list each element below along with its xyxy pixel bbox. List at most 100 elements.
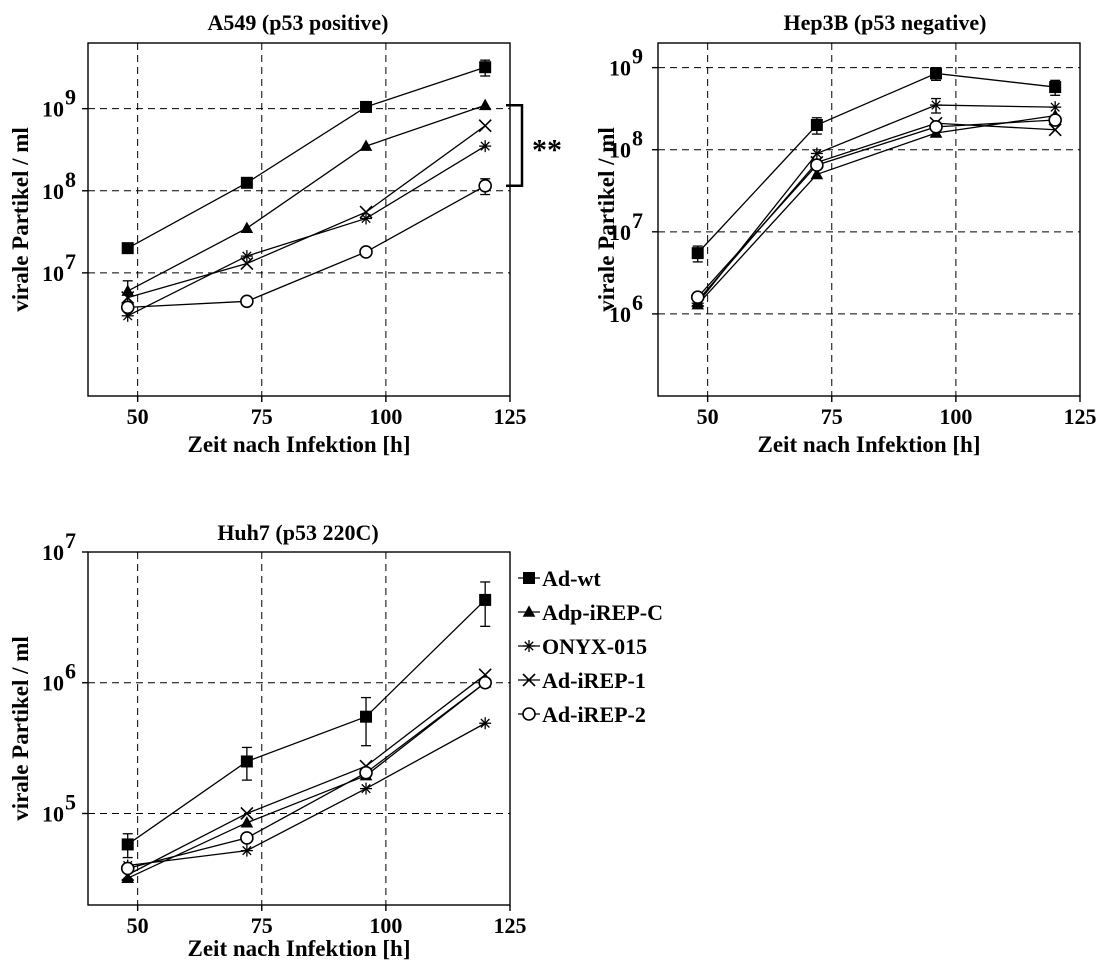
series-onyx-015: [121, 140, 492, 322]
data-point-ad-irep-1-72: [240, 256, 254, 271]
series-line-ad-irep-1: [127, 674, 486, 876]
series-line-onyx-015: [127, 145, 486, 317]
data-point-ad-irep-1-96: [359, 205, 373, 219]
y-tick-label-6: 10: [42, 671, 64, 696]
y-tick-label-7: 10: [42, 261, 64, 286]
data-point-onyx-015-72: [810, 147, 823, 160]
y-tick-exponent-7: 7: [65, 249, 76, 274]
series-ad-irep-1: [121, 668, 492, 882]
y-tick-label-9: 10: [609, 56, 631, 81]
series-ad-irep-2: [120, 675, 492, 876]
data-point-ad-irep-2-96: [359, 765, 373, 780]
series-line-onyx-015: [127, 722, 486, 867]
data-point-onyx-015-96: [360, 782, 373, 795]
y-tick-exponent-5: 5: [65, 789, 76, 814]
legend-marker: [523, 572, 535, 584]
chart-title: Huh7 (p53 220C): [217, 520, 378, 545]
data-point-ad-wt-72: [810, 119, 823, 132]
series-line-ad-irep-2: [127, 682, 486, 870]
y-tick-exponent-8: 8: [632, 126, 643, 151]
series-line-adp-irep-c: [127, 682, 486, 879]
plot-frame: [657, 42, 1081, 397]
data-point-onyx-015-72: [240, 844, 253, 857]
y-tick-label-5: 10: [42, 801, 64, 826]
legend-label: Ad-iREP-1: [542, 668, 646, 693]
data-point-ad-wt-120: [479, 593, 492, 606]
series-line-onyx-015: [697, 104, 1056, 304]
legend: Ad-wt Adp-iREP-C ONYX-015 Ad-iREP-1 Ad-iREP-…: [518, 566, 663, 727]
y-tick-exponent-9: 9: [65, 85, 76, 110]
data-point-ad-irep-1-72: [240, 806, 254, 821]
series-onyx-015: [691, 97, 1062, 310]
x-axis-label: Zeit nach Infektion [h]: [758, 432, 981, 457]
x-axis-label: Zeit nach Infektion [h]: [188, 432, 411, 457]
data-point-ad-irep-2-72: [810, 158, 824, 172]
series-ad-irep-2: [120, 178, 492, 315]
series-line-ad-irep-1: [127, 125, 486, 299]
series-ad-irep-2: [690, 113, 1062, 304]
data-point-onyx-015-96: [930, 99, 943, 112]
series-ad-wt: [691, 66, 1062, 263]
plot-frame: [87, 551, 511, 906]
x-tick-label-125: 125: [1064, 404, 1097, 429]
series-line-ad-irep-2: [697, 119, 1056, 298]
y-tick-exponent-6: 6: [632, 290, 643, 315]
series-line-adp-irep-c: [127, 104, 486, 292]
data-point-ad-wt-72: [240, 176, 253, 189]
y-tick-label-8: 10: [42, 179, 64, 204]
data-point-ad-irep-2-120: [1048, 113, 1062, 127]
x-tick-label-100: 100: [369, 913, 402, 938]
series-line-adp-irep-c: [697, 115, 1056, 305]
x-tick-label-75: 75: [821, 404, 843, 429]
x-tick-label-125: 125: [494, 913, 527, 938]
data-point-adp-irep-c-48: [121, 284, 135, 296]
data-point-ad-irep-2-72: [240, 294, 254, 309]
legend-label: Ad-wt: [542, 566, 601, 591]
data-point-adp-irep-c-72: [810, 167, 824, 180]
data-point-ad-irep-1-120: [1048, 123, 1062, 137]
data-point-ad-wt-48: [121, 838, 134, 851]
data-point-onyx-015-120: [479, 140, 492, 153]
legend-label: Adp-iREP-C: [542, 600, 663, 625]
y-tick-label-8: 10: [609, 138, 631, 163]
data-point-adp-irep-c-72: [240, 816, 254, 828]
legend-label: Ad-iREP-2: [542, 702, 646, 727]
chart-title: A549 (p53 positive): [208, 10, 389, 35]
series-adp-irep-c: [121, 676, 492, 883]
series-line-ad-wt: [697, 72, 1056, 254]
y-tick-exponent-6: 6: [65, 659, 76, 684]
x-tick-label-75: 75: [251, 913, 273, 938]
legend-marker: [522, 605, 536, 617]
data-point-adp-irep-c-72: [240, 221, 254, 233]
legend-item-onyx-015: ONYX-015: [518, 634, 647, 659]
y-axis-label: virale Partikel / ml: [8, 127, 33, 312]
data-point-ad-wt-72: [240, 755, 253, 768]
legend-item-adp-irep-c: Adp-iREP-C: [518, 600, 663, 625]
legend-label: ONYX-015: [542, 634, 647, 659]
data-point-onyx-015-120: [1049, 101, 1062, 114]
data-point-ad-irep-1-120: [478, 119, 492, 133]
y-tick-exponent-9: 9: [632, 44, 643, 69]
y-tick-label-9: 10: [42, 97, 64, 122]
x-tick-label-50: 50: [697, 404, 719, 429]
legend-marker: [522, 707, 536, 721]
series-onyx-015: [121, 717, 492, 872]
series-adp-irep-c: [121, 98, 492, 307]
y-tick-exponent-8: 8: [65, 167, 76, 192]
data-point-ad-irep-2-120: [478, 675, 492, 690]
series-adp-irep-c: [691, 109, 1062, 310]
y-axis-label: virale Partikel / ml: [594, 127, 619, 312]
legend-marker: [522, 673, 536, 687]
y-tick-label-7: 10: [609, 220, 631, 245]
legend-marker: [523, 640, 535, 652]
x-tick-label-50: 50: [127, 913, 149, 938]
y-tick-label-6: 10: [609, 302, 631, 327]
data-point-adp-irep-c-48: [121, 871, 135, 883]
data-point-ad-irep-2-96: [359, 245, 373, 259]
x-tick-label-100: 100: [369, 404, 402, 429]
series-ad-wt: [121, 59, 492, 255]
data-point-ad-irep-2-120: [478, 178, 492, 193]
